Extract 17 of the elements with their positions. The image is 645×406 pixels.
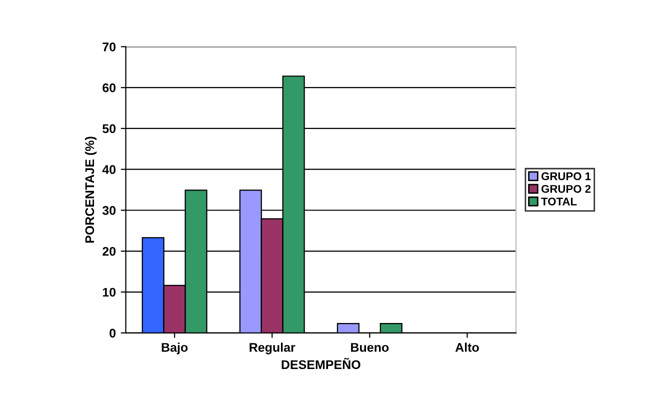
x-tick-label: Bajo — [162, 342, 188, 354]
legend-label: TOTAL — [541, 198, 577, 206]
y-tick-label: 50 — [102, 124, 116, 134]
x-tick-label: Alto — [455, 342, 479, 352]
y-tick-label: 60 — [102, 83, 116, 92]
y-tick-label: 40 — [102, 165, 116, 174]
y-tick-label: 30 — [102, 206, 116, 215]
y-tick-label: 10 — [102, 288, 116, 297]
legend-label: GRUPO 1 — [541, 172, 591, 180]
y-tick-label: 0 — [110, 328, 116, 338]
y-axis-title: PORCENTAJE (%) — [84, 136, 97, 243]
x-axis-title: DESEMPEÑO — [282, 358, 360, 370]
legend-label: GRUPO 2 — [541, 184, 591, 193]
y-tick-label: 70 — [102, 42, 116, 52]
x-tick-label: Regular — [250, 342, 296, 354]
x-tick-label: Bueno — [351, 343, 389, 352]
y-tick-label: 20 — [102, 246, 116, 256]
